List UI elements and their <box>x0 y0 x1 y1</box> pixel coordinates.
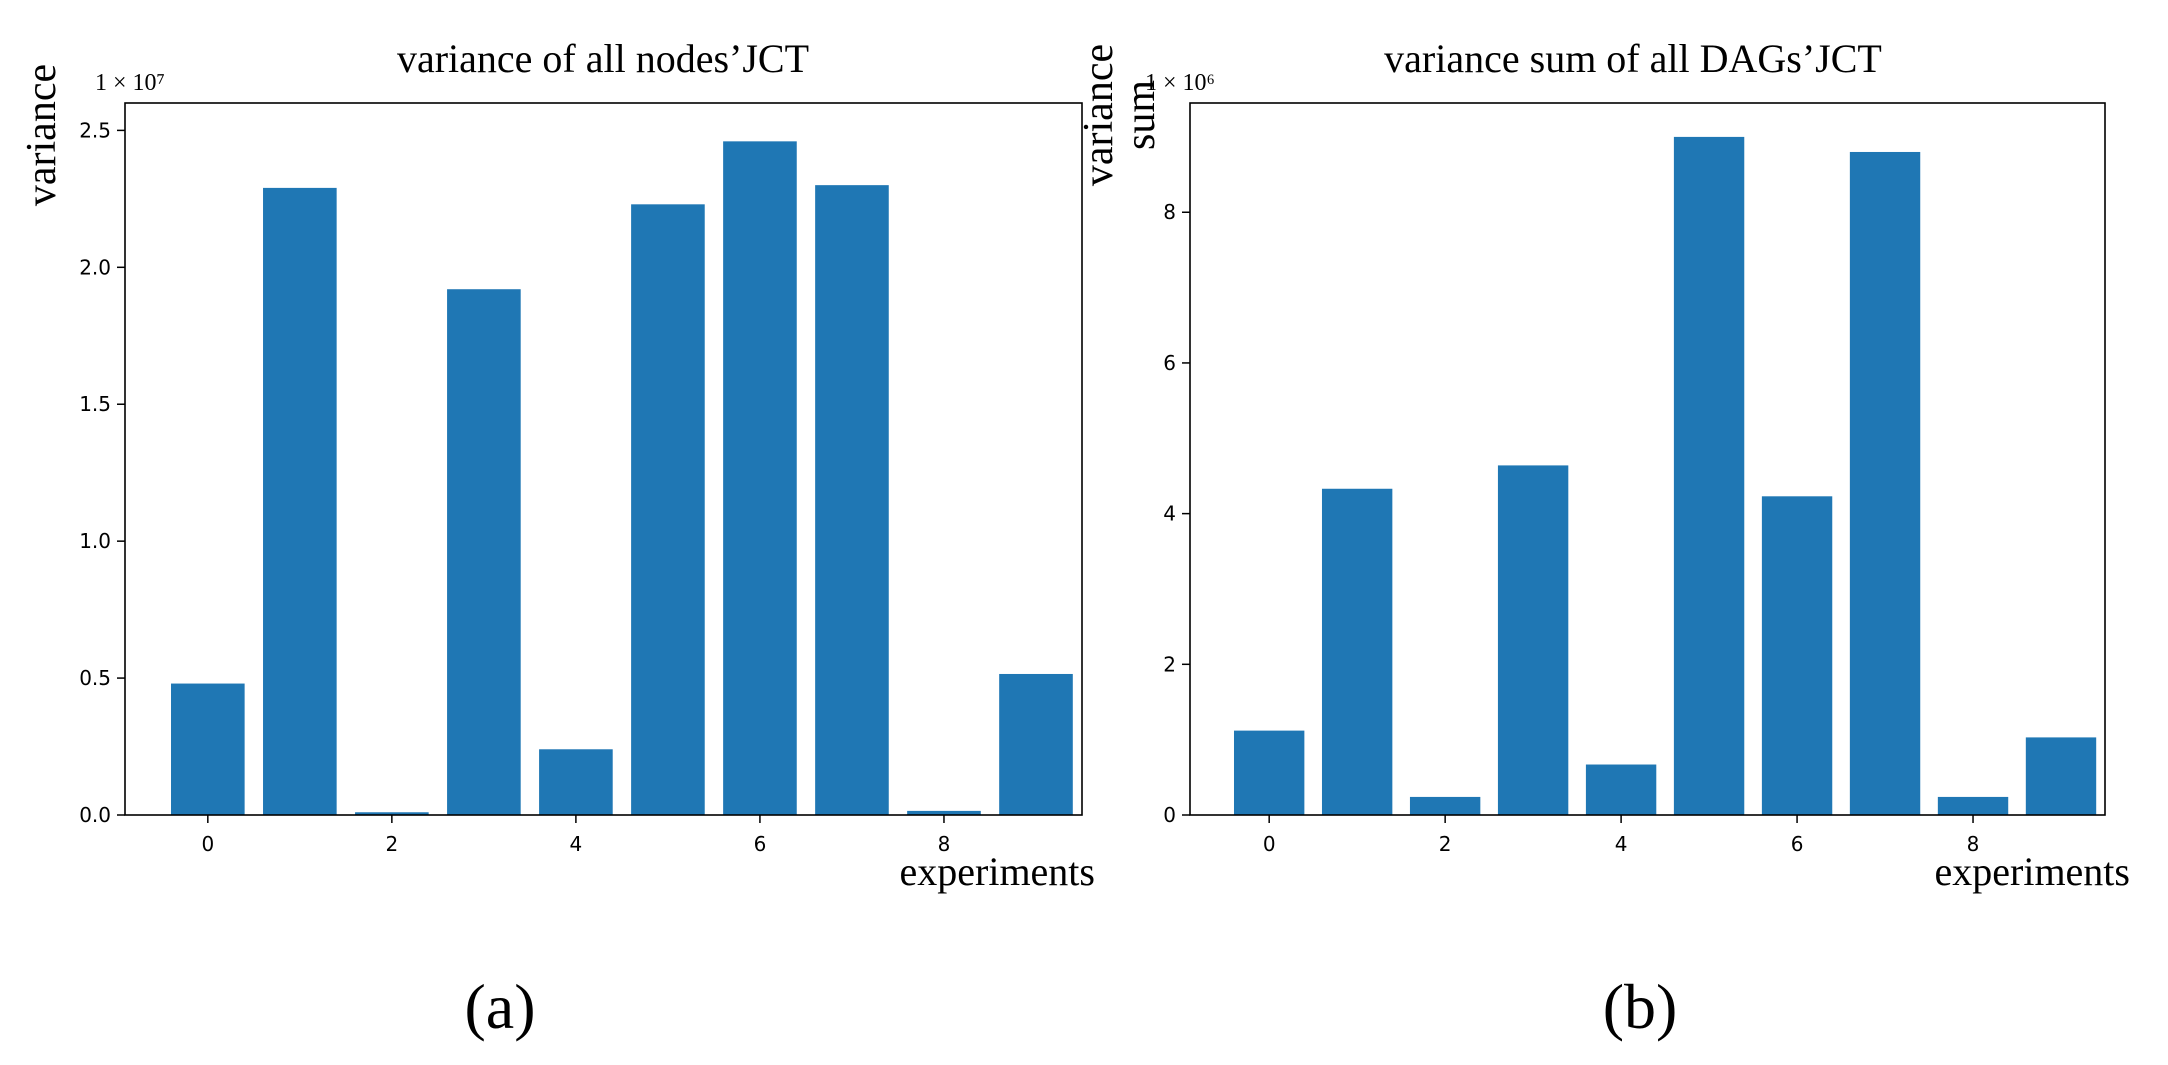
x-tick-label: 2 <box>1439 832 1452 856</box>
x-axis-label: experiments <box>1935 849 2131 894</box>
chart-a: 0.0 0.5 1.0 1.5 2.0 2.5 0 2 4 6 8 variance of all n… <box>19 36 1095 1042</box>
bar-9 <box>2025 737 2097 815</box>
y-axis-label: variance <box>19 64 65 206</box>
y-tick-label: 4 <box>1163 502 1176 526</box>
x-tick-label: 4 <box>570 832 583 856</box>
axes-frame <box>1189 102 2106 816</box>
y-tick-label: 2.5 <box>79 118 111 142</box>
y-axis-label: variance <box>1076 44 1122 186</box>
x-tick-label: 6 <box>1791 832 1804 856</box>
x-tick-label: 0 <box>201 832 214 856</box>
x-tick-label: 0 <box>1263 832 1276 856</box>
bar-6 <box>723 141 797 816</box>
y-tick-label: 0.5 <box>79 666 111 690</box>
bar-0 <box>171 683 245 815</box>
x-tick-label: 2 <box>385 832 398 856</box>
chart-title: variance sum of all DAGs’JCT <box>1384 36 1882 81</box>
y-tick-label: 2 <box>1163 652 1176 676</box>
bar-7 <box>1849 151 1921 816</box>
bar-0 <box>1233 730 1305 815</box>
bar-2 <box>1409 796 1481 815</box>
offset-text: 1 × 10⁷ <box>95 70 165 96</box>
y-tick-label: 0.0 <box>79 803 111 827</box>
y-tick-label: 8 <box>1163 200 1176 224</box>
bar-3 <box>447 289 521 816</box>
bar-2 <box>355 812 429 815</box>
y-axis-label: sum <box>1118 80 1164 150</box>
bar-4 <box>539 749 613 815</box>
chart-b: 0 2 4 6 8 0 2 4 6 8 variance sum of all DAGs’JCT 1 … <box>1076 36 2130 1042</box>
x-tick-label: 4 <box>1615 832 1628 856</box>
bar-9 <box>999 673 1073 815</box>
x-tick-label: 6 <box>754 832 767 856</box>
bar-3 <box>1497 465 1569 815</box>
bar-5 <box>1673 136 1745 815</box>
bar-6 <box>1761 496 1833 815</box>
bar-1 <box>1321 488 1393 815</box>
bar-5 <box>631 204 705 815</box>
y-tick-label: 6 <box>1163 351 1176 375</box>
chart-title: variance of all nodes’JCT <box>397 36 809 81</box>
y-tick-label: 2.0 <box>79 255 111 279</box>
bar-8 <box>1937 796 2009 815</box>
bar-7 <box>815 185 889 815</box>
panel-label: (a) <box>464 971 535 1042</box>
x-axis-label: experiments <box>900 849 1096 894</box>
y-tick-label: 0 <box>1163 803 1176 827</box>
bar-8 <box>907 810 981 815</box>
axes-frame <box>124 102 1083 816</box>
x-tick-label: 8 <box>938 832 951 856</box>
bar-1 <box>263 187 337 815</box>
bar-4 <box>1585 764 1657 815</box>
x-tick-label: 8 <box>1967 832 1980 856</box>
offset-text: 1 × 10⁶ <box>1145 70 1215 96</box>
y-tick-label: 1.5 <box>79 392 111 416</box>
y-tick-label: 1.0 <box>79 529 111 553</box>
panel-label: (b) <box>1603 971 1678 1042</box>
